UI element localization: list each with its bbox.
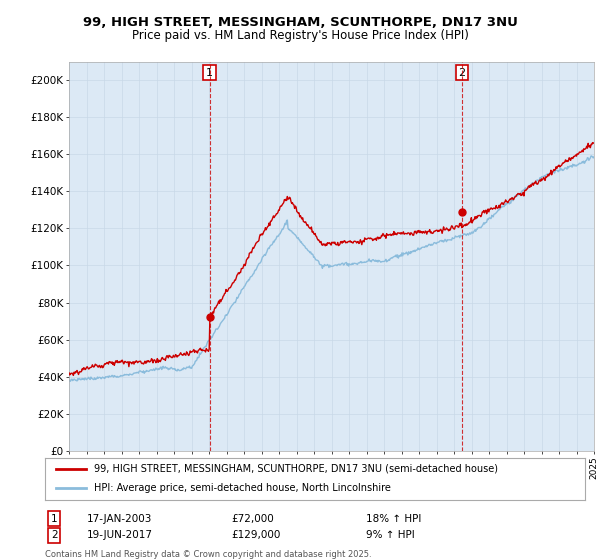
Text: £72,000: £72,000 (231, 514, 274, 524)
Text: 1: 1 (51, 514, 58, 524)
Text: 9% ↑ HPI: 9% ↑ HPI (366, 530, 415, 540)
Text: 18% ↑ HPI: 18% ↑ HPI (366, 514, 421, 524)
Text: Contains HM Land Registry data © Crown copyright and database right 2025.
This d: Contains HM Land Registry data © Crown c… (45, 550, 371, 560)
Text: 99, HIGH STREET, MESSINGHAM, SCUNTHORPE, DN17 3NU: 99, HIGH STREET, MESSINGHAM, SCUNTHORPE,… (83, 16, 517, 29)
Text: HPI: Average price, semi-detached house, North Lincolnshire: HPI: Average price, semi-detached house,… (94, 483, 391, 493)
Text: 2: 2 (51, 530, 58, 540)
Text: 19-JUN-2017: 19-JUN-2017 (87, 530, 153, 540)
Text: 2: 2 (458, 68, 466, 78)
Text: 1: 1 (206, 68, 213, 78)
Text: 17-JAN-2003: 17-JAN-2003 (87, 514, 152, 524)
Text: Price paid vs. HM Land Registry's House Price Index (HPI): Price paid vs. HM Land Registry's House … (131, 29, 469, 42)
Text: 99, HIGH STREET, MESSINGHAM, SCUNTHORPE, DN17 3NU (semi-detached house): 99, HIGH STREET, MESSINGHAM, SCUNTHORPE,… (94, 464, 497, 474)
Text: £129,000: £129,000 (231, 530, 280, 540)
